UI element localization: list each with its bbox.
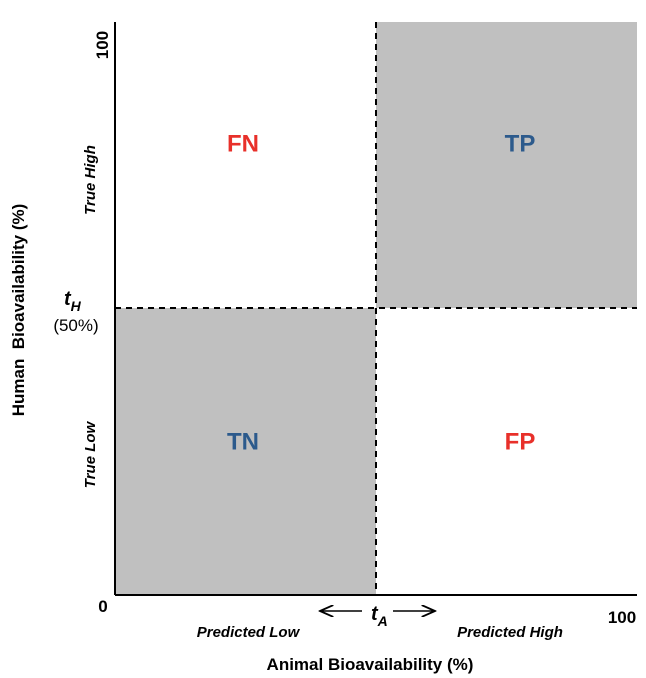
threshold-h-sub: H (71, 298, 82, 314)
predicted-low: Predicted Low (197, 624, 301, 641)
tp-region (376, 22, 637, 308)
tn-region (115, 308, 376, 595)
threshold-h-value: (50%) (53, 316, 98, 335)
tp-label: TP (505, 130, 536, 157)
y-max: 100 (93, 31, 112, 59)
threshold-h-symbol: t (64, 288, 72, 310)
origin: 0 (98, 597, 107, 616)
threshold-a-sub: A (377, 613, 388, 629)
true-low: True Low (82, 420, 99, 488)
fp-label: FP (505, 428, 536, 455)
x-axis-label: Animal Bioavailability (%) (267, 655, 474, 674)
tn-label: TN (227, 428, 259, 455)
true-high: True High (82, 145, 99, 215)
x-max: 100 (608, 608, 636, 627)
fn-label: FN (227, 130, 259, 157)
threshold-h: tH (64, 288, 82, 314)
threshold-a-symbol: t (371, 603, 379, 625)
y-axis-label: Human Bioavailability (%) (9, 204, 28, 417)
threshold-a: tA (371, 603, 388, 629)
predicted-high: Predicted High (457, 624, 563, 641)
